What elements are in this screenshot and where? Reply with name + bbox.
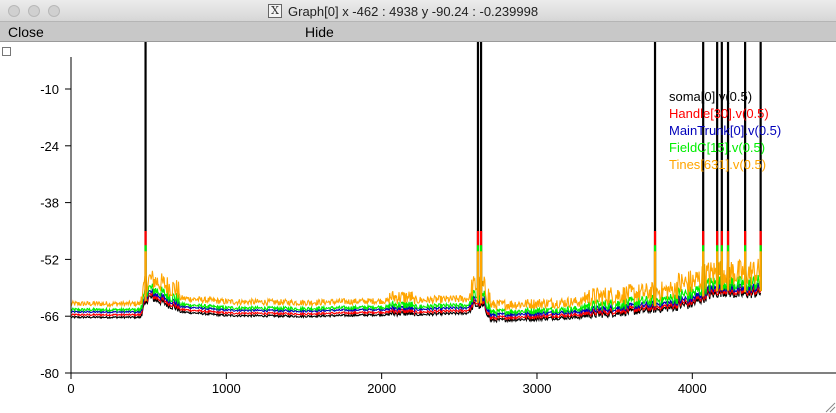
y-tick-label: -24 [40,139,59,154]
x-tick-label: 1000 [212,381,241,396]
window-titlebar: X Graph[0] x -462 : 4938 y -90.24 : -0.2… [0,0,836,22]
series-line [70,274,762,317]
legend-entry: soma[0].v(0.5) [669,89,752,104]
x-tick-label: 2000 [367,381,396,396]
legend-entry: MainTrunk[0].v(0.5) [669,123,781,138]
window-minimize-dot[interactable] [28,5,40,17]
legend-entry: Tines[631].v(0.5) [669,157,766,172]
axes-group: -10 -24 -38 -52 -66 -80 0 1000 2000 3000 4000 [40,57,836,396]
hide-menu[interactable]: Hide [305,24,334,40]
resize-handle-icon[interactable] [824,401,836,413]
series-line [70,284,762,321]
menubar: Close Hide [0,22,836,42]
x-tick-label: 4000 [678,381,707,396]
legend-group: soma[0].v(0.5) Handle[30].v(0.5) MainTrunk… [669,89,781,172]
close-menu[interactable]: Close [8,24,44,40]
window-title-group: X Graph[0] x -462 : 4938 y -90.24 : -0.2… [268,3,538,19]
x-tick-label: 0 [67,381,74,396]
legend-entry: Handle[30].v(0.5) [669,106,769,121]
y-tick-label: -38 [40,196,59,211]
y-tick-label: -66 [40,309,59,324]
legend-entry: FieldC[15].v(0.5) [669,140,765,155]
series-line [70,258,762,311]
traces-group [70,42,762,324]
y-tick-label: -80 [40,366,59,381]
graph-menu-box[interactable] [2,47,11,56]
y-tick-label: -10 [40,82,59,97]
window-close-dot[interactable] [8,5,20,17]
x11-icon: X [268,4,282,18]
window-title: Graph[0] x -462 : 4938 y -90.24 : -0.239… [288,3,539,19]
window-zoom-dot[interactable] [48,5,60,17]
x-tick-label: 3000 [523,381,552,396]
series-line [70,287,762,324]
y-tick-label: -52 [40,252,59,267]
series-line [70,282,762,319]
voltage-plot: -10 -24 -38 -52 -66 -80 0 1000 2000 3000 4000 soma… [40,42,836,396]
